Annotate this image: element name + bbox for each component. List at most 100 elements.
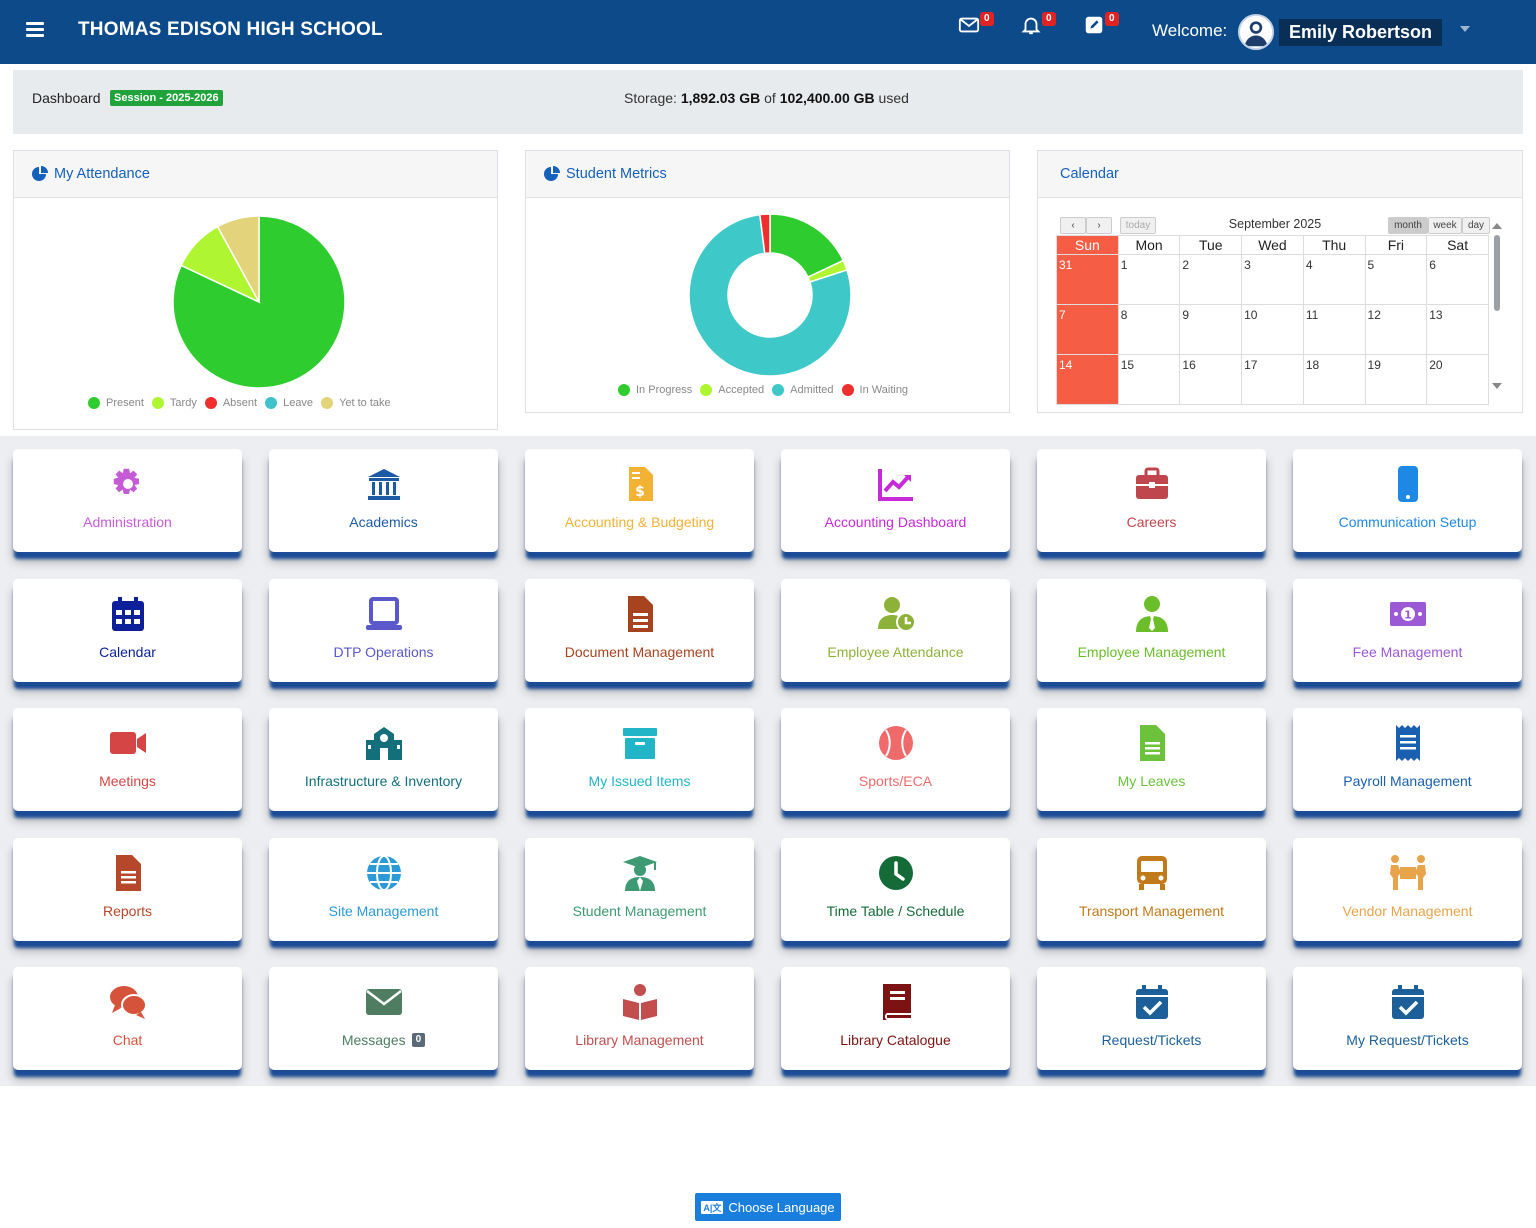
scroll-down-icon[interactable] — [1492, 383, 1502, 389]
weekday-header: Sat — [1426, 235, 1489, 255]
module-tile-my-request-tickets[interactable]: My Request/Tickets — [1293, 967, 1522, 1070]
legend-item[interactable]: Leave — [265, 397, 313, 409]
legend-dot — [88, 397, 100, 409]
module-tile-label: Careers — [1037, 514, 1266, 530]
calendar-day-cell[interactable]: 6 — [1426, 254, 1489, 305]
module-tile-site-management[interactable]: Site Management — [269, 838, 498, 941]
module-tile-administration[interactable]: Administration — [13, 449, 242, 552]
calendar-scroll-track[interactable] — [1492, 221, 1502, 391]
calendar-scroll-thumb[interactable] — [1494, 235, 1500, 311]
calendar-day-cell[interactable]: 16 — [1179, 354, 1243, 405]
module-tile-vendor-management[interactable]: Vendor Management — [1293, 838, 1522, 941]
calendar-day-cell[interactable]: 17 — [1241, 354, 1304, 405]
calendar-day-cell[interactable]: 15 — [1117, 354, 1181, 405]
user-menu-chevron-down-icon[interactable] — [1460, 26, 1470, 32]
calendar-day-cell[interactable]: 13 — [1426, 304, 1489, 355]
pie-chart-icon — [544, 166, 560, 181]
calendar-next-button[interactable]: › — [1086, 217, 1112, 234]
choose-language-button[interactable]: A|文 Choose Language — [695, 1193, 841, 1221]
calendar-day-cell[interactable]: 3 — [1241, 254, 1304, 305]
module-tile-request-tickets[interactable]: Request/Tickets — [1037, 967, 1266, 1070]
calendar-day-button[interactable]: day — [1462, 217, 1490, 234]
user-avatar[interactable] — [1238, 14, 1274, 50]
legend-item[interactable]: Absent — [204, 397, 257, 409]
module-tile-infrastructure-inventory[interactable]: Infrastructure & Inventory — [269, 708, 498, 811]
module-tile-careers[interactable]: Careers — [1037, 449, 1266, 552]
legend-item[interactable]: Present — [88, 397, 144, 409]
calendar-day-cell[interactable]: 1 — [1117, 254, 1181, 305]
legend-item[interactable]: In Progress — [618, 384, 692, 396]
module-tile-my-leaves[interactable]: My Leaves — [1037, 708, 1266, 811]
calendar-day-cell[interactable]: 11 — [1302, 304, 1366, 355]
legend-item[interactable]: Admitted — [772, 384, 834, 396]
messages-envelope-icon[interactable]: 0 — [958, 12, 994, 38]
module-tile-my-issued-items[interactable]: My Issued Items — [525, 708, 754, 811]
module-tile-dtp-operations[interactable]: DTP Operations — [269, 579, 498, 682]
menu-toggle-icon[interactable] — [26, 22, 44, 40]
tasks-edit-icon[interactable]: 0 — [1083, 12, 1119, 38]
calendar-week-button[interactable]: week — [1428, 217, 1462, 234]
calendar-day-cell[interactable]: 31 — [1056, 254, 1119, 305]
legend-item[interactable]: Yet to take — [321, 397, 391, 409]
module-tile-messages[interactable]: Messages 0 — [269, 967, 498, 1070]
module-tile-text: My Issued Items — [588, 773, 691, 789]
legend-label: In Progress — [636, 384, 693, 396]
module-tile-communication-setup[interactable]: Communication Setup — [1293, 449, 1522, 552]
comments-icon — [13, 983, 242, 1021]
legend-item[interactable]: Tardy — [151, 397, 197, 409]
calendar-day-cell[interactable]: 7 — [1056, 304, 1119, 355]
module-tile-employee-attendance[interactable]: Employee Attendance — [781, 579, 1010, 682]
calendar-check-icon — [1293, 983, 1522, 1021]
calendar-day-cell[interactable]: 8 — [1117, 304, 1181, 355]
gear-icon — [13, 465, 242, 503]
calendar-month-button[interactable]: month — [1388, 217, 1428, 234]
pie-slice-in-waiting[interactable] — [759, 213, 771, 255]
module-tile-academics[interactable]: Academics — [269, 449, 498, 552]
module-tile-reports[interactable]: Reports — [13, 838, 242, 941]
calendar-prev-button[interactable]: ‹ — [1060, 217, 1086, 234]
module-tile-label: DTP Operations — [269, 644, 498, 660]
scroll-up-icon[interactable] — [1492, 223, 1502, 229]
calendar-day-cell[interactable]: 9 — [1179, 304, 1243, 355]
module-tile-student-management[interactable]: Student Management — [525, 838, 754, 941]
pie-slice-present[interactable] — [172, 215, 346, 389]
calendar-day-cell[interactable]: 14 — [1056, 354, 1119, 405]
storage-total: 102,400.00 GB — [779, 90, 875, 106]
calendar-today-button[interactable]: today — [1120, 217, 1156, 234]
attendance-legend: Present Tardy Absent Leave Yet to take — [88, 397, 391, 409]
calendar-day-cell[interactable]: 18 — [1302, 354, 1366, 405]
module-tile-transport-management[interactable]: Transport Management — [1037, 838, 1266, 941]
calendar-day-cell[interactable]: 4 — [1302, 254, 1366, 305]
calendar-day-cell[interactable]: 19 — [1364, 354, 1428, 405]
module-tile-payroll-management[interactable]: Payroll Management — [1293, 708, 1522, 811]
metrics-donut-chart — [688, 213, 852, 377]
module-tile-fee-management[interactable]: 1 Fee Management — [1293, 579, 1522, 682]
calendar-day-cell[interactable]: 12 — [1364, 304, 1428, 355]
module-tile-calendar[interactable]: Calendar — [13, 579, 242, 682]
legend-item[interactable]: Accepted — [700, 384, 764, 396]
module-tile-time-table-schedule[interactable]: Time Table / Schedule — [781, 838, 1010, 941]
module-tile-chat[interactable]: Chat — [13, 967, 242, 1070]
pie-slice-yet-to-take[interactable] — [216, 215, 260, 303]
module-tile-sports-eca[interactable]: Sports/ECA — [781, 708, 1010, 811]
calendar-day-cell[interactable]: 10 — [1241, 304, 1304, 355]
storage-label: Storage: — [624, 90, 677, 106]
book-icon — [781, 983, 1010, 1021]
module-tile-document-management[interactable]: Document Management — [525, 579, 754, 682]
module-tile-label: Accounting Dashboard — [781, 514, 1010, 530]
calendar-day-cell[interactable]: 5 — [1364, 254, 1428, 305]
notifications-bell-icon[interactable]: 0 — [1020, 12, 1056, 38]
legend-dot — [618, 384, 630, 396]
module-tile-accounting-dashboard[interactable]: Accounting Dashboard — [781, 449, 1010, 552]
module-tile-accounting-budgeting[interactable]: $ Accounting & Budgeting — [525, 449, 754, 552]
calendar-day-cell[interactable]: 2 — [1179, 254, 1243, 305]
module-tile-library-catalogue[interactable]: Library Catalogue — [781, 967, 1010, 1070]
module-tile-employee-management[interactable]: Employee Management — [1037, 579, 1266, 682]
calendar-day-cell[interactable]: 20 — [1426, 354, 1489, 405]
user-name[interactable]: Emily Robertson — [1279, 19, 1443, 46]
module-tile-meetings[interactable]: Meetings — [13, 708, 242, 811]
legend-item[interactable]: In Waiting — [841, 384, 908, 396]
module-tile-library-management[interactable]: Library Management — [525, 967, 754, 1070]
module-tile-label: My Leaves — [1037, 773, 1266, 789]
pie-slice-admitted[interactable] — [688, 213, 852, 377]
